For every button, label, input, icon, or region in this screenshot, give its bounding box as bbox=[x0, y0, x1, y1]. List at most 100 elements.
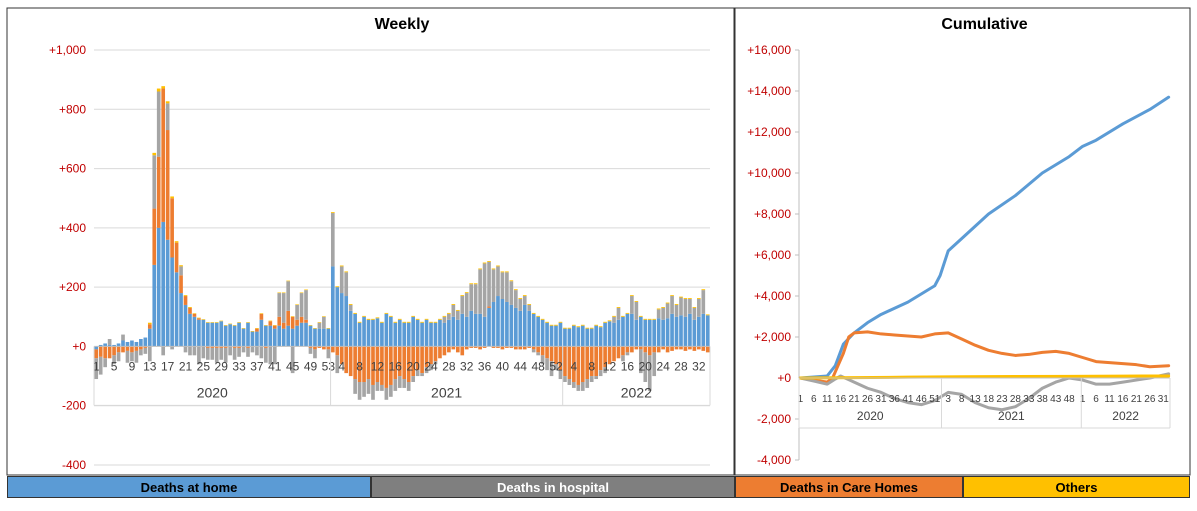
weekly-bar-others bbox=[206, 322, 210, 323]
weekly-bar-care bbox=[362, 346, 366, 382]
weekly-bar-home bbox=[585, 328, 590, 347]
weekly-bar-care bbox=[701, 346, 706, 351]
cumulative-y-tick-label: +10,000 bbox=[747, 166, 791, 180]
weekly-bar-others bbox=[447, 312, 451, 314]
cumulative-year-label: 2021 bbox=[998, 409, 1025, 423]
weekly-x-tick-label: 44 bbox=[514, 359, 528, 373]
weekly-bar-care bbox=[335, 346, 340, 356]
cumulative-y-tick-label: +0 bbox=[777, 371, 791, 385]
weekly-bar-hospital bbox=[255, 346, 259, 356]
weekly-x-tick-label: 33 bbox=[232, 359, 246, 373]
weekly-bar-others bbox=[661, 307, 665, 308]
weekly-bar-care bbox=[665, 346, 670, 353]
weekly-bar-care bbox=[491, 346, 496, 348]
weekly-bar-hospital bbox=[514, 290, 518, 308]
legend-hospital-label: Deaths in hospital bbox=[497, 479, 609, 495]
weekly-bar-others bbox=[478, 268, 482, 270]
weekly-bar-care bbox=[277, 316, 282, 326]
weekly-bar-home bbox=[616, 319, 621, 347]
weekly-bar-hospital bbox=[94, 358, 99, 380]
weekly-bar-others bbox=[630, 295, 634, 297]
weekly-bar-hospital bbox=[496, 266, 500, 297]
weekly-bar-others bbox=[688, 298, 692, 299]
cumulative-x-tick-label: 48 bbox=[1064, 394, 1076, 405]
weekly-y-tick-label: +1,000 bbox=[49, 43, 86, 57]
weekly-bar-others bbox=[589, 327, 594, 329]
weekly-bar-hospital bbox=[112, 355, 116, 365]
cumulative-x-tick-label: 28 bbox=[1010, 394, 1022, 405]
weekly-bar-hospital bbox=[125, 350, 130, 363]
weekly-bar-home bbox=[647, 319, 652, 347]
weekly-bar-others bbox=[277, 292, 282, 294]
weekly-bar-care bbox=[192, 313, 197, 317]
cumulative-x-tick-label: 21 bbox=[849, 394, 861, 405]
cumulative-y-tick-label: +2,000 bbox=[754, 330, 791, 344]
cumulative-x-tick-label: 43 bbox=[1050, 394, 1062, 405]
weekly-bar-others bbox=[697, 298, 701, 299]
weekly-bar-hospital bbox=[554, 364, 558, 371]
weekly-bar-home bbox=[478, 313, 482, 347]
weekly-bar-hospital bbox=[491, 269, 496, 302]
weekly-bar-others bbox=[344, 271, 349, 273]
weekly-bar-home bbox=[384, 313, 389, 347]
weekly-bar-hospital bbox=[688, 299, 692, 314]
weekly-bar-home bbox=[170, 257, 174, 347]
weekly-bar-hospital bbox=[545, 358, 549, 371]
weekly-bar-care bbox=[514, 346, 518, 350]
weekly-bar-home bbox=[139, 339, 143, 347]
weekly-bar-hospital bbox=[585, 379, 590, 388]
weekly-y-tick-label: +600 bbox=[59, 162, 86, 176]
weekly-bar-home bbox=[482, 316, 487, 347]
weekly-bar-home bbox=[201, 319, 206, 347]
weekly-bar-care bbox=[348, 346, 353, 377]
weekly-bar-hospital bbox=[661, 307, 665, 320]
weekly-bar-care bbox=[451, 346, 456, 350]
weekly-bar-hospital bbox=[299, 293, 304, 317]
weekly-bar-care bbox=[509, 346, 514, 348]
weekly-bar-care bbox=[330, 346, 335, 353]
weekly-bar-care bbox=[143, 346, 148, 348]
weekly-bar-home bbox=[451, 316, 456, 347]
weekly-bar-others bbox=[522, 295, 527, 297]
weekly-bar-home bbox=[464, 316, 469, 347]
weekly-bar-home bbox=[281, 328, 286, 347]
weekly-bar-others bbox=[232, 325, 237, 326]
weekly-x-tick-label: 20 bbox=[639, 359, 653, 373]
weekly-bar-home bbox=[460, 313, 465, 347]
weekly-bar-others bbox=[201, 319, 206, 320]
weekly-bar-hospital bbox=[308, 347, 313, 354]
weekly-bar-others bbox=[317, 322, 322, 323]
weekly-bar-hospital bbox=[214, 347, 219, 363]
weekly-bar-care bbox=[121, 346, 125, 353]
weekly-x-tick-label: 21 bbox=[179, 359, 193, 373]
weekly-x-tick-label: 8 bbox=[356, 359, 363, 373]
cumulative-y-tick-label: +6,000 bbox=[754, 248, 791, 262]
weekly-x-tick-label: 48 bbox=[531, 359, 545, 373]
weekly-bar-home bbox=[192, 316, 197, 347]
weekly-bar-home bbox=[554, 325, 558, 347]
weekly-bar-care bbox=[594, 346, 598, 377]
cumulative-y-tick-label: -2,000 bbox=[757, 412, 791, 426]
weekly-bar-hospital bbox=[188, 346, 192, 356]
weekly-bar-others bbox=[380, 321, 384, 323]
weekly-x-tick-label: 4 bbox=[571, 359, 578, 373]
weekly-bar-others bbox=[223, 325, 228, 326]
weekly-bar-care bbox=[326, 346, 331, 350]
weekly-bar-hospital bbox=[674, 304, 679, 317]
weekly-bar-hospital bbox=[103, 358, 107, 368]
weekly-bar-home bbox=[344, 296, 349, 347]
weekly-bar-hospital bbox=[697, 299, 701, 317]
cumulative-x-tick-label: 6 bbox=[1093, 394, 1099, 405]
weekly-bar-care bbox=[339, 346, 344, 365]
weekly-bar-hospital bbox=[612, 316, 616, 323]
weekly-bar-care bbox=[272, 325, 277, 329]
weekly-bar-home bbox=[442, 322, 447, 347]
weekly-x-tick-label: 36 bbox=[478, 359, 492, 373]
weekly-bar-others bbox=[580, 324, 585, 326]
weekly-bar-care bbox=[580, 346, 585, 382]
weekly-bar-care bbox=[147, 324, 152, 329]
weekly-bar-home bbox=[183, 304, 188, 347]
weekly-bar-hospital bbox=[116, 352, 121, 362]
weekly-bar-care bbox=[647, 346, 652, 356]
weekly-bar-home bbox=[674, 316, 679, 347]
